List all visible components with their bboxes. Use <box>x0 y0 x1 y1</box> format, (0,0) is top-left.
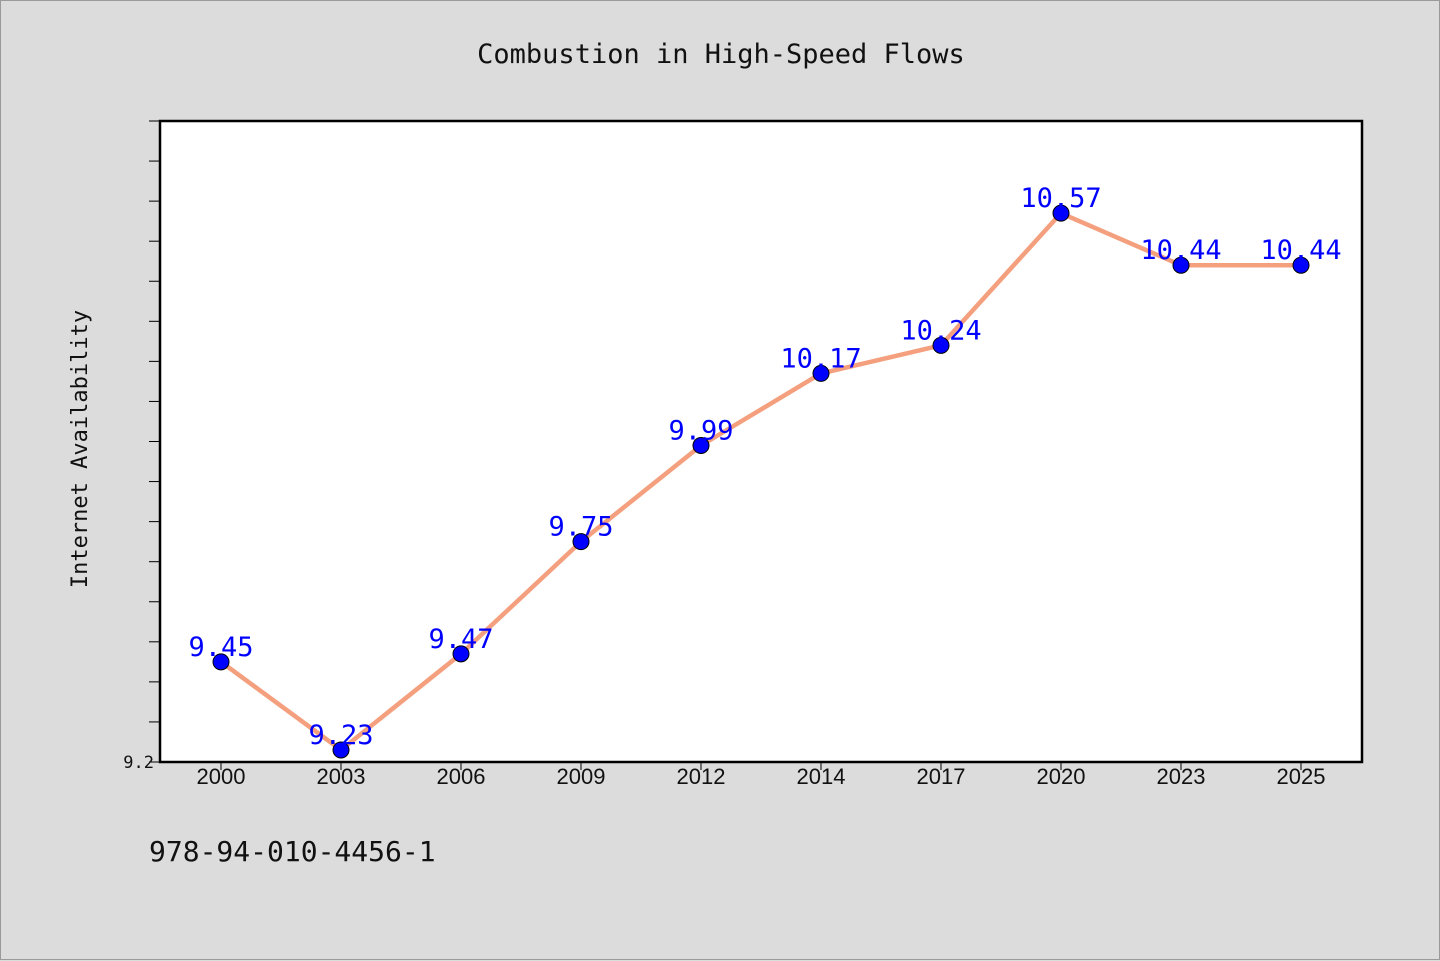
data-label: 9.45 <box>188 632 253 663</box>
x-tick-label: 2000 <box>197 764 246 789</box>
data-labels: 9.45 9.23 9.47 9.75 9.99 10.17 10.24 10.57 10.44… <box>188 183 1341 751</box>
chart-title: Combustion in High-Speed Flows <box>477 39 965 70</box>
data-label: 10.57 <box>1020 183 1101 214</box>
x-axis: 2000 2003 2006 2009 2012 2014 2017 2020 2023 2025 <box>197 762 1326 789</box>
data-point <box>572 533 590 551</box>
data-label: 9.75 <box>548 512 613 543</box>
data-label: 9.99 <box>668 416 733 447</box>
data-label: 10.44 <box>1140 235 1221 266</box>
series-line <box>218 210 1304 753</box>
data-label: 10.24 <box>900 315 981 346</box>
data-point <box>812 364 830 382</box>
data-label: 10.17 <box>780 343 861 374</box>
series-markers <box>212 204 1310 759</box>
data-label: 9.23 <box>308 720 373 751</box>
series-polyline <box>218 210 1304 753</box>
x-tick-label: 2012 <box>677 764 726 789</box>
x-tick-label: 2003 <box>317 764 366 789</box>
data-point <box>1292 256 1310 274</box>
data-point <box>212 653 230 671</box>
data-point <box>332 741 350 759</box>
data-point <box>932 336 950 354</box>
data-point <box>452 645 470 663</box>
data-point <box>1052 204 1070 222</box>
y-axis: 9.2 <box>123 120 160 773</box>
y-axis-label: Internet Availability <box>68 310 93 588</box>
plot-area <box>158 119 1364 764</box>
x-tick-label: 2006 <box>437 764 486 789</box>
y-tick-label: 9.2 <box>123 753 154 773</box>
data-point <box>692 437 710 455</box>
x-tick-label: 2023 <box>1157 764 1206 789</box>
x-tick-label: 2014 <box>797 764 846 789</box>
x-tick-label: 2020 <box>1037 764 1086 789</box>
data-label: 10.44 <box>1260 235 1341 266</box>
x-tick-label: 2009 <box>557 764 606 789</box>
x-tick-label: 2025 <box>1277 764 1326 789</box>
x-tick-label: 2017 <box>917 764 966 789</box>
footer-code: 978-94-010-4456-1 <box>149 835 436 868</box>
data-label: 9.47 <box>428 624 493 655</box>
data-point <box>1172 256 1190 274</box>
